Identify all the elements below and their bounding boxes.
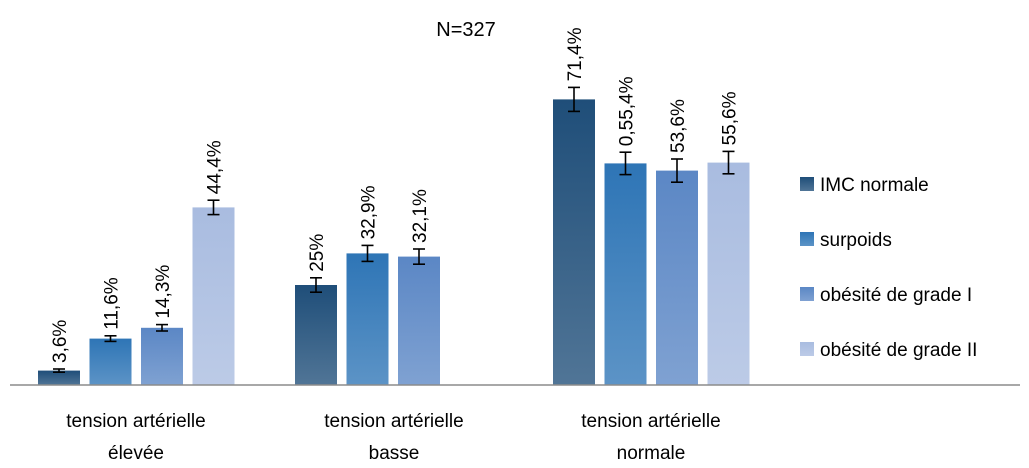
bar-IMC-normale-cat2 bbox=[553, 99, 595, 386]
error-bar-surpoids-cat1 bbox=[361, 244, 374, 263]
bar-obésité-de-grade-I-cat1 bbox=[398, 256, 440, 385]
error-bar-IMC-normale-cat2 bbox=[568, 86, 580, 113]
legend-label-obésité-de-grade-II: obésité de grade II bbox=[820, 340, 977, 361]
error-bar-obésité-de-grade-II-cat2 bbox=[722, 150, 735, 175]
bar-obésité-de-grade-II-cat0 bbox=[192, 207, 235, 385]
bar-IMC-normale-cat0 bbox=[38, 370, 80, 385]
data-label-surpoids-cat0: 11,6% bbox=[102, 277, 123, 330]
bar-obésité-de-grade-II-cat2 bbox=[707, 162, 750, 385]
legend-label-surpoids: surpoids bbox=[820, 230, 892, 251]
data-label-obésité-de-grade-II-cat2: 55,6% bbox=[720, 91, 741, 145]
legend-swatch-surpoids bbox=[800, 232, 814, 246]
category-label-1-line0: tension artérielle bbox=[324, 411, 463, 432]
legend-label-obésité-de-grade-I: obésité de grade I bbox=[820, 285, 972, 306]
data-label-IMC-normale-cat2: 71,4% bbox=[565, 27, 586, 81]
data-label-IMC-normale-cat0: 3,6% bbox=[50, 320, 71, 363]
legend-swatch-obésité-de-grade-I bbox=[800, 287, 814, 301]
data-label-surpoids-cat1: 32,9% bbox=[359, 185, 380, 239]
error-bar-IMC-normale-cat0 bbox=[53, 368, 65, 374]
category-label-2-line0: tension artérielle bbox=[581, 411, 720, 432]
bars-group bbox=[38, 86, 750, 386]
data-label-obésité-de-grade-I-cat0: 14,3% bbox=[153, 265, 174, 319]
bar-obésité-de-grade-I-cat2 bbox=[656, 170, 698, 385]
bar-IMC-normale-cat1 bbox=[295, 285, 337, 385]
error-bar-obésité-de-grade-I-cat0 bbox=[156, 323, 168, 332]
data-labels-group: 3,6% 25% 71,4% 11,6% 32,9% 0,55,4% 14,3% 32,1% 5… bbox=[50, 27, 741, 363]
data-label-surpoids-cat2: 0,55,4% bbox=[617, 76, 638, 146]
chart-title: N=327 bbox=[436, 19, 496, 41]
error-bar-surpoids-cat2 bbox=[619, 151, 632, 176]
error-bar-obésité-de-grade-I-cat1 bbox=[413, 248, 425, 266]
error-bar-obésité-de-grade-I-cat2 bbox=[671, 158, 683, 183]
data-label-obésité-de-grade-II-cat0: 44,4% bbox=[205, 140, 226, 194]
bar-obésité-de-grade-I-cat0 bbox=[141, 327, 183, 385]
legend-label-IMC-normale: IMC normale bbox=[820, 175, 929, 196]
category-label-0-line1: élevée bbox=[108, 443, 164, 464]
data-label-obésité-de-grade-I-cat1: 32,1% bbox=[410, 189, 431, 243]
data-label-obésité-de-grade-I-cat2: 53,6% bbox=[668, 99, 689, 153]
bar-surpoids-cat0 bbox=[89, 338, 132, 385]
bar-surpoids-cat1 bbox=[346, 253, 389, 385]
legend-swatch-IMC-normale bbox=[800, 177, 814, 191]
legend-swatch-obésité-de-grade-II bbox=[800, 342, 814, 356]
category-label-1-line1: basse bbox=[369, 443, 420, 464]
bar-surpoids-cat2 bbox=[604, 163, 647, 385]
error-bar-IMC-normale-cat1 bbox=[310, 276, 322, 294]
error-bar-surpoids-cat0 bbox=[104, 334, 117, 343]
legend: IMC normale surpoids obésité de grade I obé… bbox=[800, 175, 977, 361]
category-label-0-line0: tension artérielle bbox=[66, 411, 205, 432]
category-labels-group: tension artérielle élevée tension artériel… bbox=[66, 411, 720, 464]
category-label-2-line1: normale bbox=[617, 443, 686, 464]
error-bar-obésité-de-grade-II-cat0 bbox=[207, 199, 220, 216]
data-label-IMC-normale-cat1: 25% bbox=[307, 234, 328, 272]
